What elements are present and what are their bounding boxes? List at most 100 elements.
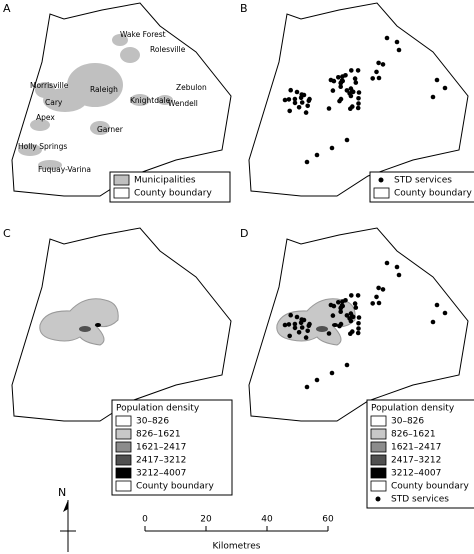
std-service [343,298,348,303]
std-service [434,302,440,308]
std-service [292,321,298,327]
legend-swatch [370,415,387,427]
municipality [157,95,173,105]
std-service [344,137,350,143]
std-service [329,370,335,376]
std-service [348,331,353,336]
municipality [120,47,140,63]
legend-label: 2417–3212 [136,456,186,466]
std-service [344,362,350,368]
std-service [326,106,332,111]
std-service [355,293,361,298]
std-service [370,301,375,306]
legend-dot [378,177,384,183]
std-service [338,309,343,314]
legend-dot [375,496,381,502]
std-service [349,68,354,73]
scale-tick-label: 0 [142,515,148,525]
std-service [294,89,300,95]
std-service [344,88,350,93]
legend-swatch [370,467,387,479]
place-name: Fuquay-Varina [38,165,91,174]
std-service [287,333,292,339]
std-service [330,88,336,93]
legend-swatch [370,480,387,492]
std-service [336,300,341,305]
north-arrow-head [63,500,68,512]
std-service [396,272,402,278]
municipality [90,121,110,135]
legend-swatch [373,187,390,199]
legend-label: Municipalities [134,176,196,186]
legend-swatch [370,428,387,440]
std-service [339,303,345,308]
std-service [301,92,307,98]
std-service [376,285,381,291]
std-service [356,326,361,331]
legend-box [111,399,233,496]
std-service [305,328,310,334]
legend-title: Population density [371,404,455,414]
place-name: Morrisville [30,81,69,90]
legend-box [109,171,231,203]
place-name: Wake Forest [120,30,166,39]
legend-swatch [370,454,387,466]
std-service [307,321,312,327]
std-service [288,312,293,318]
std-service [356,315,362,320]
std-service [356,101,361,106]
std-service [305,103,310,109]
std-service [380,287,386,292]
place-name: Holly Springs [18,142,67,151]
density-core [95,323,101,327]
std-service [294,314,300,320]
std-service [376,75,382,81]
std-service [384,35,390,41]
place-name: Zebulon [176,83,207,92]
map-panel: B STD services County boundary [240,2,474,203]
legend-label: 826–1621 [391,430,436,440]
scale-tick-label: 40 [261,515,273,525]
legend-swatch [370,441,387,453]
legend-label: 826–1621 [136,430,181,440]
place-name: Knightdale [130,96,171,105]
legend-label: 3212–4007 [136,469,186,479]
std-service [301,317,307,323]
std-service [394,39,400,45]
std-service [299,325,305,330]
std-service [282,97,288,103]
std-service [286,97,292,102]
std-service [384,260,390,266]
std-service [339,78,345,83]
std-service [348,311,354,316]
legend-swatch [115,441,132,453]
std-service [370,76,375,81]
std-service [287,108,292,114]
municipality [35,82,55,98]
std-service [352,301,358,306]
std-service [355,105,361,111]
density-core [79,326,91,332]
std-service [326,331,332,336]
std-service [304,159,310,165]
municipality [130,94,150,106]
std-service [430,319,436,325]
std-service [353,80,359,85]
panel-label: B [240,2,248,15]
legend-swatch [115,480,132,492]
std-service [352,76,358,81]
std-service [343,73,348,78]
legend-label: STD services [391,495,449,505]
std-service [282,322,288,328]
std-service [350,89,356,95]
std-service [353,305,359,310]
legend-title: Population density [116,404,200,414]
std-service [442,310,448,316]
scale-tick-label: 60 [322,515,334,525]
std-service [374,69,379,75]
std-service [356,321,361,326]
std-service [430,94,436,100]
density-core [316,326,328,332]
std-service [286,322,292,327]
